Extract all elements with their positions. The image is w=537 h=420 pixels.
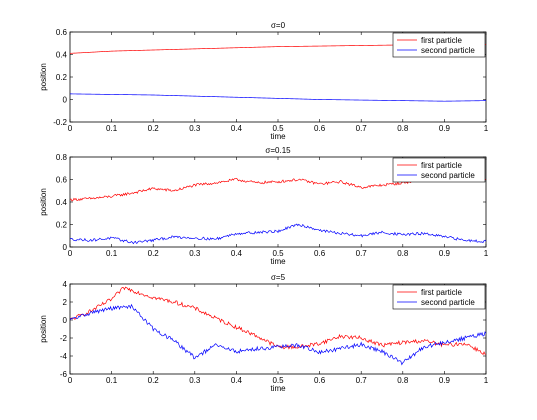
y-tick-label: 0.6	[56, 28, 68, 37]
x-tick-label: 0.1	[106, 249, 118, 258]
y-tick-label: -6	[60, 370, 68, 379]
x-tick-label: 0.4	[231, 249, 243, 258]
plot-title: σ=0	[271, 21, 286, 30]
x-tick-label: 0.2	[148, 249, 160, 258]
subplot-1: 0 0.1 0.2 0.3 0.4 0.5 0.6 0.7 0.8 0.9 1-0.200.20.4…	[39, 21, 489, 141]
y-tick-label: -0.2	[53, 118, 67, 127]
y-tick-label: 0.4	[56, 51, 68, 60]
series-line-second-particle	[70, 93, 486, 102]
x-tick-label: 0.7	[356, 124, 368, 133]
x-tick-label: 0	[68, 124, 73, 133]
plot-title: σ=0.15	[265, 146, 291, 155]
y-tick-label: 0.8	[56, 153, 68, 162]
x-tick-label: 0.9	[439, 124, 451, 133]
y-tick-label: 0.4	[56, 198, 68, 207]
x-tick-label: 0.3	[189, 249, 201, 258]
x-tick-label: 0.3	[189, 124, 201, 133]
legend-box	[392, 284, 486, 310]
x-tick-label: 0.5	[272, 249, 284, 258]
legend-box	[392, 32, 486, 58]
y-tick-label: 0	[63, 316, 68, 325]
subplot-2: 0 0.1 0.2 0.3 0.4 0.5 0.6 0.7 0.8 0.9 1 0 0.2 0.4 0.6 0…	[39, 146, 489, 266]
x-tick-label: 1	[484, 249, 489, 258]
x-tick-label: 0.8	[397, 376, 409, 385]
legend-entry-label: second particle	[421, 46, 475, 55]
x-axis-label: time	[270, 384, 286, 393]
x-tick-label: 0	[68, 376, 73, 385]
x-tick-label: 0.3	[189, 376, 201, 385]
y-tick-label: 0.2	[56, 221, 68, 230]
legend-entry-label: second particle	[421, 298, 475, 307]
y-axis-label: position	[39, 188, 48, 216]
x-axis-label: time	[270, 132, 286, 141]
x-tick-label: 0.8	[397, 124, 409, 133]
y-tick-label: -4	[60, 352, 68, 361]
x-tick-label: 0.6	[314, 376, 326, 385]
x-tick-label: 0.9	[439, 249, 451, 258]
x-axis-label: time	[270, 257, 286, 266]
x-tick-label: 0.8	[397, 249, 409, 258]
x-tick-label: 0.2	[148, 376, 160, 385]
x-tick-label: 0.2	[148, 124, 160, 133]
y-tick-label: 0	[63, 96, 68, 105]
y-tick-label: 2	[63, 298, 68, 307]
legend-entry-label: second particle	[421, 171, 475, 180]
y-axis-label: position	[39, 63, 48, 91]
x-tick-label: 0.4	[231, 124, 243, 133]
y-tick-label: -2	[60, 334, 68, 343]
x-tick-label: 1	[484, 376, 489, 385]
x-tick-label: 0.1	[106, 124, 118, 133]
x-tick-label: 0.5	[272, 124, 284, 133]
y-tick-label: 0	[63, 243, 68, 252]
subplot-3: 0 0.1 0.2 0.3 0.4 0.5 0.6 0.7 0.8 0.9 1 -6 -4 -2 0 2 4 σ=…	[39, 273, 489, 393]
x-tick-label: 0	[68, 249, 73, 258]
y-tick-label: 4	[63, 280, 68, 289]
x-tick-label: 0.6	[314, 124, 326, 133]
plot-title: σ=5	[271, 273, 286, 282]
x-tick-label: 0.7	[356, 376, 368, 385]
series-line-second-particle	[70, 223, 486, 245]
legend-entry-label: first particle	[421, 288, 462, 297]
x-tick-label: 1	[484, 124, 489, 133]
x-tick-label: 0.4	[231, 376, 243, 385]
series-line-second-particle	[70, 303, 486, 366]
x-tick-label: 0.1	[106, 376, 118, 385]
legend-box	[392, 157, 486, 183]
y-tick-label: 0.6	[56, 176, 68, 185]
x-tick-label: 0.5	[272, 376, 284, 385]
y-axis-label: position	[39, 315, 48, 343]
x-tick-label: 0.9	[439, 376, 451, 385]
y-tick-label: 0.2	[56, 73, 68, 82]
legend-entry-label: first particle	[421, 161, 462, 170]
x-tick-label: 0.7	[356, 249, 368, 258]
legend-entry-label: first particle	[421, 36, 462, 45]
x-tick-label: 0.6	[314, 249, 326, 258]
